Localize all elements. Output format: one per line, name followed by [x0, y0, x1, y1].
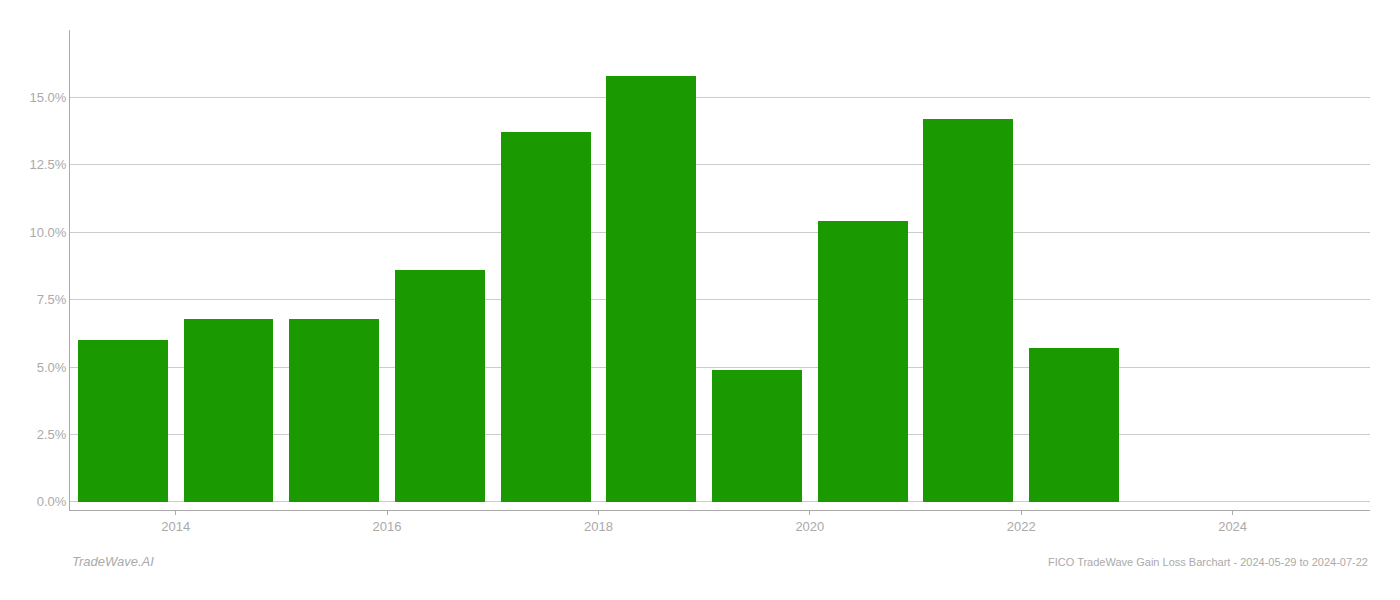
- svg-text:0.0%: 0.0%: [37, 494, 67, 509]
- svg-text:2018: 2018: [584, 519, 613, 534]
- svg-text:12.5%: 12.5%: [30, 157, 67, 172]
- svg-text:FICO TradeWave Gain Loss Barch: FICO TradeWave Gain Loss Barchart - 2024…: [1048, 556, 1368, 568]
- svg-text:2.5%: 2.5%: [37, 427, 67, 442]
- svg-text:2022: 2022: [1007, 519, 1036, 534]
- svg-text:15.0%: 15.0%: [30, 90, 67, 105]
- svg-text:2024: 2024: [1218, 519, 1247, 534]
- svg-text:2020: 2020: [795, 519, 824, 534]
- svg-text:5.0%: 5.0%: [37, 360, 67, 375]
- svg-text:2016: 2016: [373, 519, 402, 534]
- svg-text:7.5%: 7.5%: [37, 292, 67, 307]
- svg-text:2014: 2014: [161, 519, 190, 534]
- svg-text:10.0%: 10.0%: [30, 225, 67, 240]
- svg-text:TradeWave.AI: TradeWave.AI: [72, 554, 154, 569]
